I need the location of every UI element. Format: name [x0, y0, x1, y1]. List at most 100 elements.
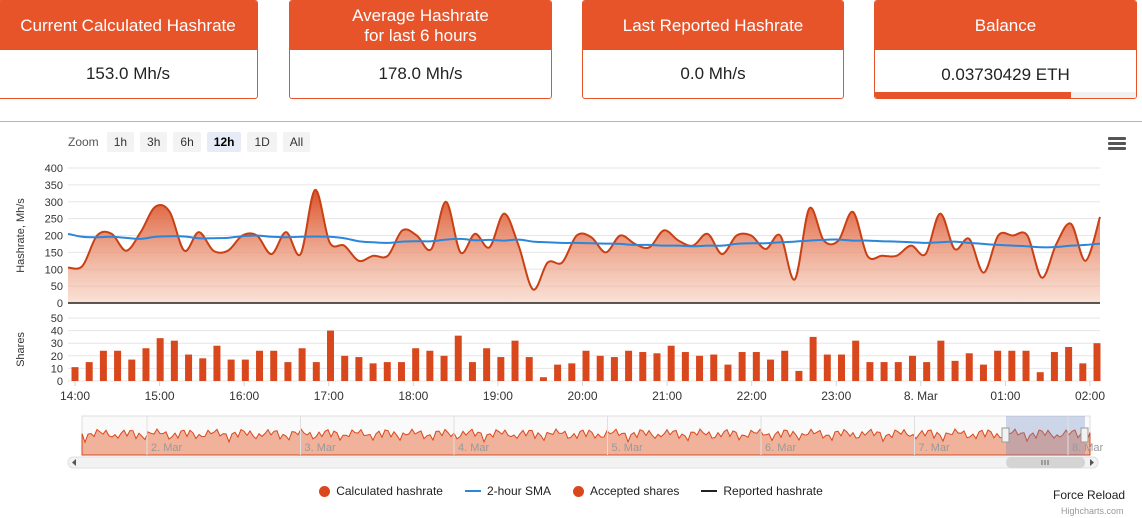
share-bar: [327, 330, 334, 381]
zoom-button-1d[interactable]: 1D: [247, 132, 277, 152]
card-value: 0.03730429 ETH: [941, 65, 1070, 84]
share-bar: [923, 362, 931, 381]
card-value: 153.0 Mh/s: [85, 64, 171, 83]
navigator-tick-label: 5. Mar: [612, 442, 644, 454]
share-bar: [213, 345, 221, 381]
legend-label: Reported hashrate: [723, 484, 823, 498]
card-balance: Balance 0.03730429 ETH: [874, 0, 1137, 99]
calculated-hashrate-line: [67, 188, 1101, 291]
y-tick-label: 50: [51, 313, 63, 325]
navigator-background: [81, 415, 1091, 456]
zoom-button-1h[interactable]: 1h: [106, 132, 135, 152]
share-bar: [653, 353, 661, 381]
share-bar: [241, 359, 249, 381]
highcharts-credits-link[interactable]: Highcharts.com: [1061, 506, 1124, 516]
navigator-handle-left: [1001, 427, 1010, 443]
y-tick-label: 50: [51, 281, 63, 293]
calculated-hashrate-area: [68, 189, 1100, 303]
y-tick-label: 200: [45, 231, 63, 243]
x-tick-label: 02:00: [1075, 389, 1105, 403]
share-bar: [894, 362, 902, 381]
share-bar: [525, 357, 533, 381]
legend-label: Calculated hashrate: [336, 484, 443, 498]
chart-legend: Calculated hashrate 2-hour SMA Accepted …: [0, 484, 1142, 498]
share-bar: [795, 370, 803, 381]
share-bar: [468, 362, 476, 381]
share-bar: [412, 348, 420, 381]
share-bar: [114, 350, 122, 381]
legend-item-accepted-shares[interactable]: Accepted shares: [572, 484, 679, 498]
share-bar: [256, 350, 264, 381]
zoom-button-6h[interactable]: 6h: [173, 132, 201, 152]
scrollbar-track: [67, 456, 1099, 469]
share-bar: [596, 355, 604, 381]
legend-item-calculated-hashrate[interactable]: Calculated hashrate: [319, 484, 443, 498]
share-bar: [738, 352, 746, 381]
share-bar: [497, 357, 505, 381]
y-tick-label: 10: [51, 363, 63, 375]
share-bar: [1093, 343, 1101, 381]
balance-progress: [875, 92, 1136, 98]
share-bar: [838, 354, 845, 381]
zoom-button-12h[interactable]: 12h: [206, 132, 242, 152]
card-title: Last Reported Hashrate: [583, 1, 843, 50]
share-bar: [71, 367, 79, 381]
x-tick-label: 22:00: [737, 389, 767, 403]
share-bar: [639, 352, 647, 381]
share-bar: [1050, 352, 1058, 381]
x-tick-label: 01:00: [990, 389, 1020, 403]
legend-dot-icon: [572, 485, 584, 497]
force-reload-button[interactable]: Force Reload: [1053, 488, 1126, 502]
share-bar: [710, 354, 718, 381]
share-bar: [667, 345, 675, 381]
x-tick-label: 16:00: [229, 389, 259, 403]
x-tick-label: 8. Mar: [904, 389, 938, 403]
chart-menu-icon[interactable]: [1108, 137, 1126, 151]
navigator-tick-label: 4. Mar: [458, 442, 490, 454]
share-bar: [128, 359, 136, 381]
scroll-left-arrow-icon: [72, 459, 76, 466]
share-bar: [312, 362, 320, 381]
share-bar: [767, 359, 775, 381]
y-tick-label: 300: [45, 197, 63, 209]
zoom-button-all[interactable]: All: [282, 132, 311, 152]
legend-item-reported-hashrate[interactable]: Reported hashrate: [701, 484, 823, 498]
share-bar: [866, 362, 874, 381]
share-bar: [199, 358, 207, 381]
card-title: Average Hashrate for last 6 hours: [290, 1, 551, 50]
y-tick-label: 40: [51, 326, 63, 338]
x-tick-label: 19:00: [483, 389, 513, 403]
share-bar: [426, 350, 434, 381]
share-bar: [1022, 350, 1030, 381]
x-tick-label: 23:00: [821, 389, 851, 403]
zoom-button-3h[interactable]: 3h: [140, 132, 168, 152]
share-bar: [809, 336, 817, 381]
y-tick-label: 400: [45, 163, 63, 175]
navigator-tick-label: 6. Mar: [765, 442, 797, 454]
share-bar: [1065, 346, 1073, 381]
share-bar: [724, 364, 732, 381]
navigator-tick-label: 8. Mar: [1072, 442, 1104, 454]
share-bar: [539, 377, 547, 381]
x-tick-label: 20:00: [567, 389, 597, 403]
x-tick-label: 17:00: [314, 389, 344, 403]
sma-line: [67, 232, 1101, 249]
x-tick-label: 14:00: [60, 389, 90, 403]
zoom-label: Zoom: [68, 135, 99, 149]
share-bar: [270, 350, 278, 381]
card-title: Current Calculated Hashrate: [0, 1, 257, 50]
share-bar: [625, 350, 633, 381]
share-bar: [99, 350, 107, 381]
y-tick-label: 30: [51, 338, 63, 350]
legend-item-sma[interactable]: 2-hour SMA: [464, 484, 551, 498]
legend-line-icon: [464, 490, 481, 492]
card-reported-hashrate: Last Reported Hashrate 0.0 Mh/s: [582, 0, 844, 99]
share-bar: [185, 354, 193, 381]
share-bar: [142, 348, 150, 381]
scroll-right-arrow-icon: [1090, 459, 1094, 466]
navigator-tick-label: 3. Mar: [305, 442, 337, 454]
y-tick-label: 0: [57, 376, 63, 388]
share-bar: [852, 340, 860, 381]
share-bar: [937, 340, 945, 381]
scrollbar-grip-icon: [1041, 460, 1049, 465]
